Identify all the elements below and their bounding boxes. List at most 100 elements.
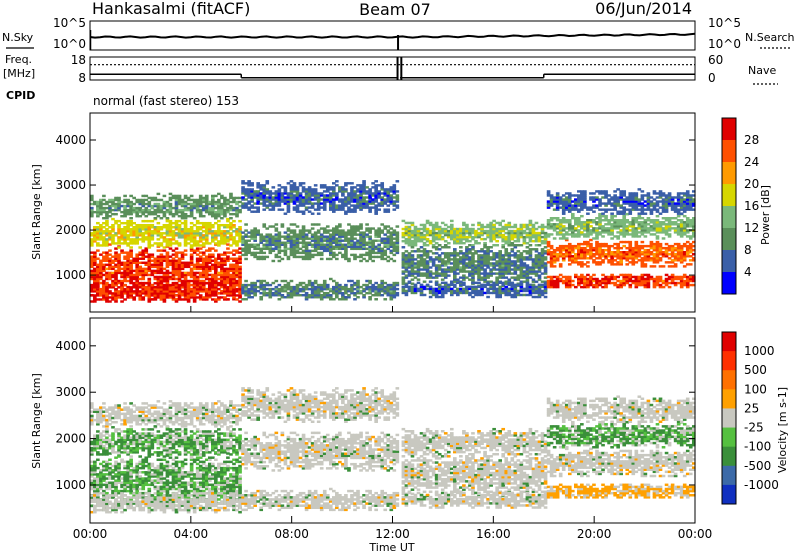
power-cell bbox=[393, 184, 397, 186]
noise-left-tick-top: 10^5 bbox=[53, 16, 86, 30]
cpid-text: normal (fast stereo) 153 bbox=[93, 94, 239, 108]
power-cell bbox=[471, 224, 475, 226]
power-cell bbox=[544, 296, 548, 298]
noise-right-tick-bottom: 10^0 bbox=[708, 37, 741, 51]
power-cell bbox=[396, 194, 400, 196]
noise-series bbox=[90, 30, 695, 50]
power-cell bbox=[371, 260, 375, 262]
power-cell bbox=[535, 248, 539, 250]
power-cell bbox=[347, 258, 351, 260]
power-cell bbox=[568, 276, 572, 278]
power-cell bbox=[504, 248, 508, 250]
power-cell bbox=[205, 195, 209, 197]
power-cell bbox=[559, 263, 563, 265]
power-cell bbox=[129, 217, 133, 219]
power-cell bbox=[396, 225, 400, 227]
power-cell bbox=[157, 222, 161, 224]
power-cell bbox=[535, 222, 539, 224]
power-cell bbox=[217, 220, 221, 222]
power-cell bbox=[117, 197, 121, 199]
power-cell bbox=[326, 284, 330, 286]
power-cell bbox=[284, 186, 288, 188]
power-cell bbox=[114, 213, 118, 215]
power-cell bbox=[178, 195, 182, 197]
power-cell bbox=[314, 184, 318, 186]
power-cell bbox=[356, 280, 360, 282]
beam-title: Beam 07 bbox=[359, 0, 431, 19]
power-cell bbox=[129, 246, 133, 248]
power-cell bbox=[565, 237, 569, 239]
power-cell bbox=[547, 241, 551, 243]
power-cell bbox=[123, 195, 127, 197]
power-cell bbox=[317, 213, 321, 215]
power-cell bbox=[471, 246, 475, 248]
power-cell bbox=[90, 195, 94, 197]
power-cell bbox=[447, 274, 451, 276]
power-cell bbox=[193, 217, 197, 219]
power-cell bbox=[435, 222, 439, 224]
power-cell bbox=[163, 195, 167, 197]
power-cell bbox=[214, 249, 218, 251]
power-cell bbox=[447, 242, 451, 244]
power-cell bbox=[495, 240, 499, 242]
power-cell bbox=[238, 300, 242, 302]
power-cell bbox=[365, 223, 369, 225]
power-cell bbox=[429, 280, 433, 282]
power-cell bbox=[335, 180, 339, 182]
power-cell bbox=[462, 282, 466, 284]
power-cell bbox=[311, 213, 315, 215]
power-cell bbox=[226, 247, 230, 249]
power-cell bbox=[374, 298, 378, 300]
power-cell bbox=[256, 229, 260, 231]
power-cell bbox=[229, 217, 233, 219]
power-cell bbox=[447, 246, 451, 248]
noise-right-tick-top: 10^5 bbox=[708, 16, 741, 30]
power-cell bbox=[166, 251, 170, 253]
power-cell bbox=[232, 220, 236, 222]
power-cell bbox=[486, 296, 490, 298]
power-cell bbox=[374, 180, 378, 182]
power-cell bbox=[453, 248, 457, 250]
power-cell bbox=[498, 250, 502, 252]
station-title: Hankasalmi (fitACF) bbox=[92, 0, 250, 18]
power-cell bbox=[293, 229, 297, 231]
nsky-series bbox=[90, 34, 695, 38]
power-cell bbox=[402, 246, 406, 248]
power-cell bbox=[323, 280, 327, 282]
power-cell bbox=[553, 265, 557, 267]
power-cell bbox=[396, 292, 400, 294]
power-cell bbox=[529, 244, 533, 246]
power-cell bbox=[256, 206, 260, 208]
power-cell bbox=[184, 253, 188, 255]
power-cell bbox=[281, 223, 285, 225]
power-cell bbox=[359, 223, 363, 225]
power-cell bbox=[281, 208, 285, 210]
power-cell bbox=[250, 182, 254, 184]
power-cell bbox=[507, 222, 511, 224]
power-cell bbox=[226, 298, 230, 300]
power-cell bbox=[166, 217, 170, 219]
power-cell bbox=[114, 300, 118, 302]
power-cell bbox=[335, 258, 339, 260]
power-cell bbox=[396, 204, 400, 206]
noise-panel: 10^5 10^0 10^5 10^0 bbox=[53, 16, 741, 51]
freq-label-line2: [MHz] bbox=[3, 67, 35, 80]
power-cell bbox=[356, 296, 360, 298]
power-cell bbox=[265, 256, 269, 258]
power-cell bbox=[202, 215, 206, 217]
power-cell bbox=[396, 231, 400, 233]
power-cell bbox=[293, 182, 297, 184]
power-cell bbox=[465, 224, 469, 226]
power-cell bbox=[368, 235, 372, 237]
power-cell bbox=[169, 203, 173, 205]
power-cell bbox=[96, 249, 100, 251]
power-cell bbox=[393, 260, 397, 262]
power-cell bbox=[281, 258, 285, 260]
freq-right-tick-bottom: 0 bbox=[708, 71, 716, 85]
power-cell bbox=[262, 252, 266, 254]
power-cell bbox=[147, 278, 151, 280]
date-title: 06/Jun/2014 bbox=[595, 0, 692, 18]
power-cell bbox=[190, 195, 194, 197]
power-cell bbox=[175, 247, 179, 249]
